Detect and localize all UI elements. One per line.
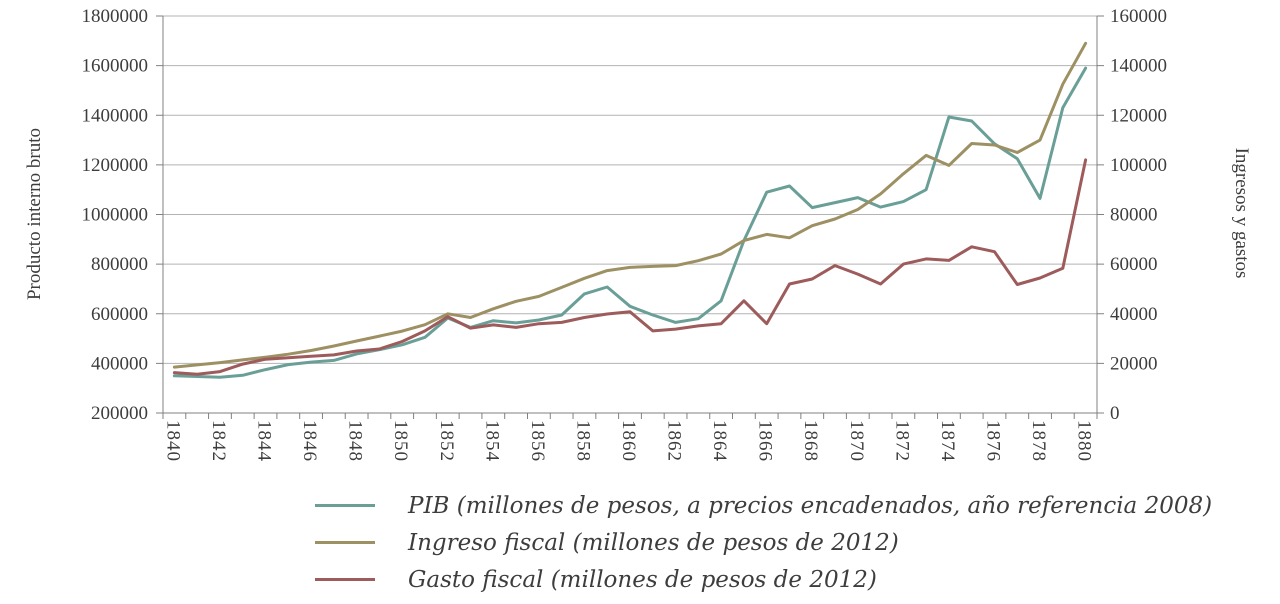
legend-line-swatch-ingreso-fiscal: [315, 541, 375, 544]
x-axis-tick-label: 1840: [162, 420, 183, 462]
x-axis-tick-label: 1878: [1028, 420, 1049, 462]
left-axis-tick-label: 1200000: [82, 155, 149, 176]
series-line-pib: [172, 66, 1088, 379]
x-axis-tick-label: 1872: [891, 420, 912, 462]
left-axis-tick-label: 1800000: [82, 6, 149, 27]
left-axis-title: Producto interno bruto: [24, 128, 45, 300]
left-axis-tick-label: 400000: [91, 353, 148, 374]
legend-item-pib: PIB (millones de pesos, a precios encade…: [315, 487, 1212, 524]
right-axis-tick-label: 80000: [1110, 205, 1158, 226]
right-axis-tick-label: 40000: [1110, 304, 1158, 325]
left-axis-tick-label: 800000: [91, 254, 148, 275]
right-axis-tick-label: 160000: [1110, 6, 1167, 27]
left-axis-tick-label: 600000: [91, 304, 148, 325]
left-axis-tick-label: 1000000: [82, 205, 149, 226]
x-axis-tick-label: 1848: [345, 420, 366, 462]
x-axis-tick-label: 1864: [709, 420, 730, 462]
legend-label-ingreso-fiscal: Ingreso fiscal (millones de pesos de 201…: [408, 529, 899, 556]
x-axis-tick-label: 1880: [1074, 420, 1095, 462]
x-axis-tick-label: 1876: [983, 420, 1004, 462]
left-axis-tick-label: 200000: [91, 403, 148, 424]
x-axis-tick-label: 1868: [800, 420, 821, 462]
right-axis-tick-label: 140000: [1110, 56, 1167, 77]
x-axis-tick-label: 1842: [208, 420, 229, 462]
right-axis-title: Ingresos y gastos: [1231, 148, 1252, 279]
x-axis-tick-label: 1866: [755, 420, 776, 462]
x-axis-tick-label: 1854: [481, 420, 502, 462]
right-axis-tick-label: 20000: [1110, 353, 1158, 374]
series-line-ingreso-fiscal: [172, 41, 1088, 369]
left-axis-tick-label: 1400000: [82, 105, 149, 126]
x-axis-tick-label: 1862: [664, 420, 685, 462]
legend-line-swatch-pib: [315, 504, 375, 507]
legend-item-ingreso-fiscal: Ingreso fiscal (millones de pesos de 201…: [315, 524, 1212, 561]
legend-line-swatch-gasto-fiscal: [315, 578, 375, 581]
right-axis-tick-label: 100000: [1110, 155, 1167, 176]
x-axis-tick-label: 1850: [390, 420, 411, 462]
x-axis-tick-label: 1860: [618, 420, 639, 462]
series-line-gasto-fiscal: [172, 158, 1088, 376]
right-axis-tick-label: 60000: [1110, 254, 1158, 275]
x-axis-tick-label: 1846: [299, 420, 320, 462]
x-axis-tick-label: 1858: [572, 420, 593, 462]
x-axis-tick-label: 1852: [436, 420, 457, 462]
x-axis-tick-label: 1874: [937, 420, 958, 462]
right-axis-tick-label: 0: [1110, 403, 1120, 424]
x-axis-tick-label: 1844: [254, 420, 275, 462]
legend-label-gasto-fiscal: Gasto fiscal (millones de pesos de 2012): [408, 566, 877, 593]
right-axis-tick-label: 120000: [1110, 105, 1167, 126]
left-axis-tick-label: 1600000: [82, 56, 149, 77]
legend-label-pib: PIB (millones de pesos, a precios encade…: [408, 492, 1213, 519]
x-axis-tick-label: 1856: [527, 420, 548, 462]
legend: PIB (millones de pesos, a precios encade…: [315, 487, 1212, 598]
legend-item-gasto-fiscal: Gasto fiscal (millones de pesos de 2012): [315, 561, 1212, 598]
x-axis-tick-label: 1870: [846, 420, 867, 462]
